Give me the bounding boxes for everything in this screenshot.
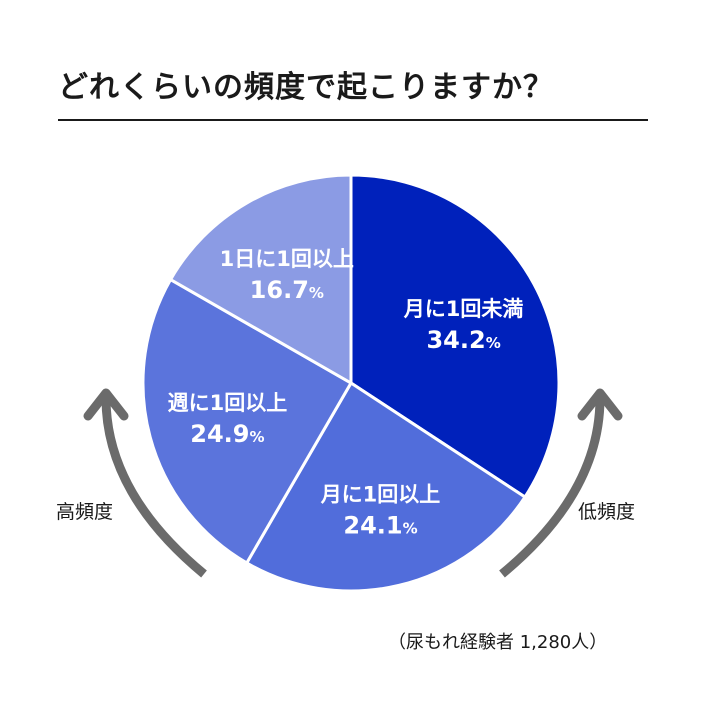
slice-label-monthly: 月に1回以上 <box>320 483 441 507</box>
frequency-arrows <box>83 388 623 578</box>
pie-slice-monthly <box>245 381 527 593</box>
high-frequency-label: 高頻度 <box>56 501 114 523</box>
pie-labels: 月に1回未満 34.2% 月に1回以上 24.1% 週に1回以上 24.9% 1日に1回以上… <box>168 247 524 539</box>
low-frequency-label: 低頻度 <box>578 501 636 523</box>
slice-label-weekly: 週に1回以上 <box>168 391 288 415</box>
slice-value-lt-monthly: 34.2% <box>426 326 500 354</box>
pie-slices <box>141 173 561 593</box>
slice-value-weekly: 24.9% <box>190 420 264 448</box>
chart-title: どれくらいの頻度で起こりますか？ <box>58 70 554 105</box>
pie-slice-weekly <box>141 278 353 565</box>
sample-note: （尿もれ経験者 1,280人） <box>388 632 608 653</box>
slice-value-monthly: 24.1% <box>343 512 417 540</box>
slice-label-lt-monthly: 月に1回未満 <box>403 297 524 321</box>
slice-label-daily: 1日に1回以上 <box>220 247 354 271</box>
slice-value-daily: 16.7% <box>250 276 324 304</box>
left-arrow-icon <box>83 388 207 578</box>
right-arrow-icon <box>499 388 623 578</box>
title-underline <box>58 119 648 121</box>
pie-slice-daily <box>169 173 353 385</box>
